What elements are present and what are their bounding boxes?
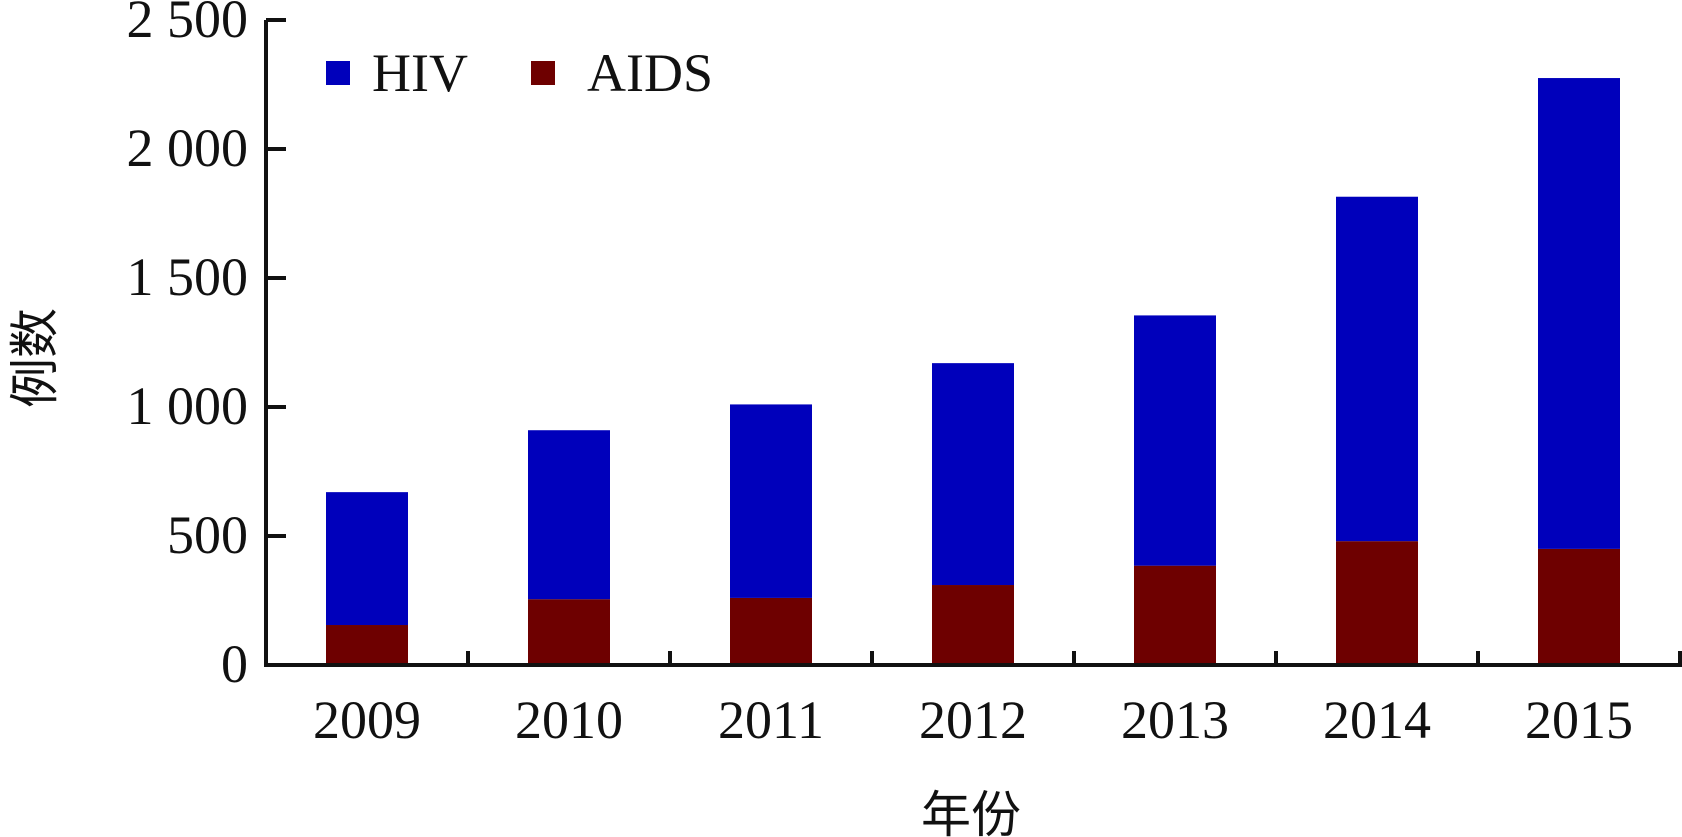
bar-hiv-2014: [1336, 196, 1418, 542]
y-tick-label-2000: 2 000: [127, 118, 249, 178]
x-tick-label-2015: 2015: [1525, 690, 1633, 750]
y-tick-label-0: 0: [221, 634, 248, 694]
bar-hiv-2009: [326, 492, 408, 626]
bar-hiv-2010: [528, 430, 610, 600]
bar-aids-2012: [932, 585, 1014, 665]
bar-aids-2009: [326, 625, 408, 665]
legend-label-hiv: HIV: [372, 43, 468, 103]
y-tick-label-500: 500: [167, 505, 248, 565]
legend-label-aids: AIDS: [587, 43, 713, 103]
bar-aids-2010: [528, 599, 610, 665]
x-tick-label-2014: 2014: [1323, 690, 1431, 750]
y-ticks-layer: 0 500 1 000 1 500 2 000 2 500: [127, 0, 286, 694]
bar-aids-2011: [730, 597, 812, 665]
bar-aids-2015: [1538, 548, 1620, 665]
bar-hiv-2011: [730, 404, 812, 598]
legend: HIV AIDS: [326, 43, 713, 103]
legend-swatch-aids: [531, 61, 555, 85]
x-tick-label-2013: 2013: [1121, 690, 1229, 750]
bars-layer: [326, 78, 1620, 665]
y-axis-label: 例数: [7, 308, 63, 408]
x-ticks-layer: 2009 2010 2011 2012 2013 2014 2015: [313, 651, 1682, 750]
bar-hiv-2015: [1538, 78, 1620, 549]
bar-aids-2013: [1134, 565, 1216, 665]
bar-hiv-2012: [932, 363, 1014, 586]
axes-layer: [264, 20, 1682, 667]
x-tick-label-2010: 2010: [515, 690, 623, 750]
x-axis-label: 年份: [921, 787, 1021, 837]
bar-hiv-2013: [1134, 315, 1216, 566]
bar-aids-2014: [1336, 541, 1418, 665]
y-tick-label-1000: 1 000: [127, 376, 249, 436]
x-tick-label-2012: 2012: [919, 690, 1027, 750]
x-tick-label-2011: 2011: [718, 690, 824, 750]
y-tick-label-2500: 2 500: [127, 0, 249, 49]
legend-swatch-hiv: [326, 61, 350, 85]
x-tick-label-2009: 2009: [313, 690, 421, 750]
y-tick-label-1500: 1 500: [127, 247, 249, 307]
